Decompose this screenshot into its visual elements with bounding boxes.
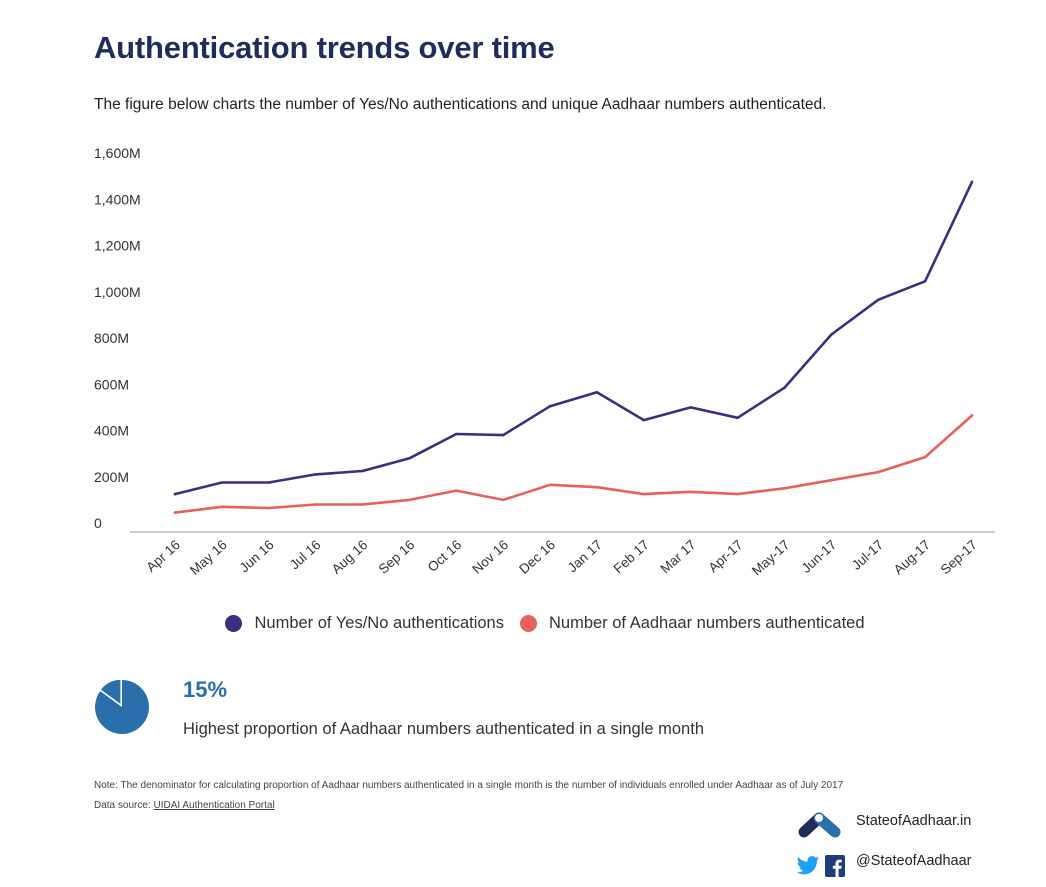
x-tick-label: Oct 16 [425,537,465,575]
x-tick-label: Jul 16 [287,537,324,572]
data-point [501,433,505,437]
stat-value: 15% [183,677,228,702]
x-tick-label: Dec 16 [516,537,558,577]
chart-subtitle: The figure below charts the number of Ye… [94,96,827,113]
y-tick-label: 800M [94,330,129,346]
chart-series [173,180,974,514]
data-point [642,492,646,496]
data-point [314,503,317,506]
data-point [501,498,505,502]
brand-site-link[interactable]: StateofAadhaar.in [856,813,972,829]
footnote: Note: The denominator for calculating pr… [94,780,844,791]
series-line-yes-no [173,180,974,496]
data-point [361,469,364,473]
stateofaadhaar-logo-icon [798,812,841,838]
data-point [548,404,552,408]
x-tick-label: Nov 16 [469,537,511,577]
data-point [736,416,739,420]
data-source: Data source: UIDAI Authentication Portal [94,800,275,811]
pie-chart-icon [95,679,150,734]
x-tick-label: Jun-17 [799,537,840,576]
data-source-link[interactable]: UIDAI Authentication Portal [153,800,275,811]
data-point [876,470,880,474]
data-point [595,391,599,394]
page-title: Authentication trends over time [94,30,555,65]
x-axis-ticks: Apr 16 May 16 Jun 16 Jul 16 Aug 16 Sep 16 Oct … [143,537,980,578]
data-point [689,490,692,494]
line-chart: 0 200M 400M 600M 800M 1,000M 1,200M 1,400M 1,600… [94,145,995,578]
data-point [595,485,599,489]
x-tick-label: Sep-17 [938,537,980,577]
data-point [548,483,552,487]
y-tick-label: 1,400M [94,191,141,207]
pie-icon-minor-slice [100,679,121,704]
y-tick-label: 0 [94,515,102,531]
legend-item-aadhaar: Number of Aadhaar numbers authenticated [519,614,865,633]
data-point [970,414,974,417]
data-source-label: Data source: [94,800,154,811]
series-line-aadhaar [173,414,974,514]
data-point [408,457,411,460]
data-point [970,180,974,184]
data-point [267,481,271,484]
data-point [642,418,646,422]
y-tick-label: 1,600M [94,145,141,161]
facebook-icon[interactable] [825,855,845,877]
legend-dot-yes-no [225,615,243,632]
social-handle[interactable]: @StateofAadhaar [856,853,972,869]
data-point [220,505,224,509]
legend-label-aadhaar: Number of Aadhaar numbers authenticated [548,614,865,632]
data-point [783,386,786,390]
data-point [455,489,458,492]
stat-description: Highest proportion of Aadhaar numbers au… [183,720,704,738]
y-axis-ticks: 0 200M 400M 600M 800M 1,000M 1,200M 1,400M 1,600… [94,145,141,531]
x-tick-label: Jan 17 [565,537,605,575]
legend-item-yes-no: Number of Yes/No authentications [225,614,504,633]
data-point [830,478,833,482]
legend-dot-aadhaar [519,615,537,632]
y-tick-label: 600M [94,376,129,392]
data-point [408,498,411,502]
data-point [314,473,317,476]
x-tick-label: May-17 [749,537,792,578]
data-point [923,280,927,283]
twitter-icon[interactable] [796,856,820,876]
y-tick-label: 1,000M [94,284,141,300]
x-tick-label: Aug-17 [891,537,933,577]
x-tick-label: Jun 16 [237,537,277,575]
data-point [830,333,833,336]
data-point [173,492,177,496]
y-tick-label: 200M [94,469,129,485]
data-point [876,298,880,302]
data-point [173,511,177,514]
y-tick-label: 400M [94,423,129,439]
x-tick-label: Mar 17 [657,537,698,576]
x-tick-label: Apr 16 [143,537,183,575]
legend-label-yes-no: Number of Yes/No authentications [254,614,504,632]
data-point [220,481,224,484]
pie-icon-major-slice [95,680,150,734]
x-tick-label: Apr-17 [705,537,745,575]
data-point [267,506,271,510]
data-point [361,503,364,506]
data-point [736,492,739,496]
chart-legend: Number of Yes/No authentications Number … [0,614,1046,633]
x-tick-label: Aug 16 [329,537,371,577]
x-tick-label: Jul-17 [849,537,886,573]
y-tick-label: 1,200M [94,238,141,254]
x-tick-label: Feb 17 [611,537,652,576]
x-tick-label: Sep 16 [376,537,418,577]
x-tick-label: May 16 [187,537,230,578]
data-point [455,432,458,436]
data-point [923,455,927,459]
data-point [783,487,786,490]
data-point [689,406,692,409]
